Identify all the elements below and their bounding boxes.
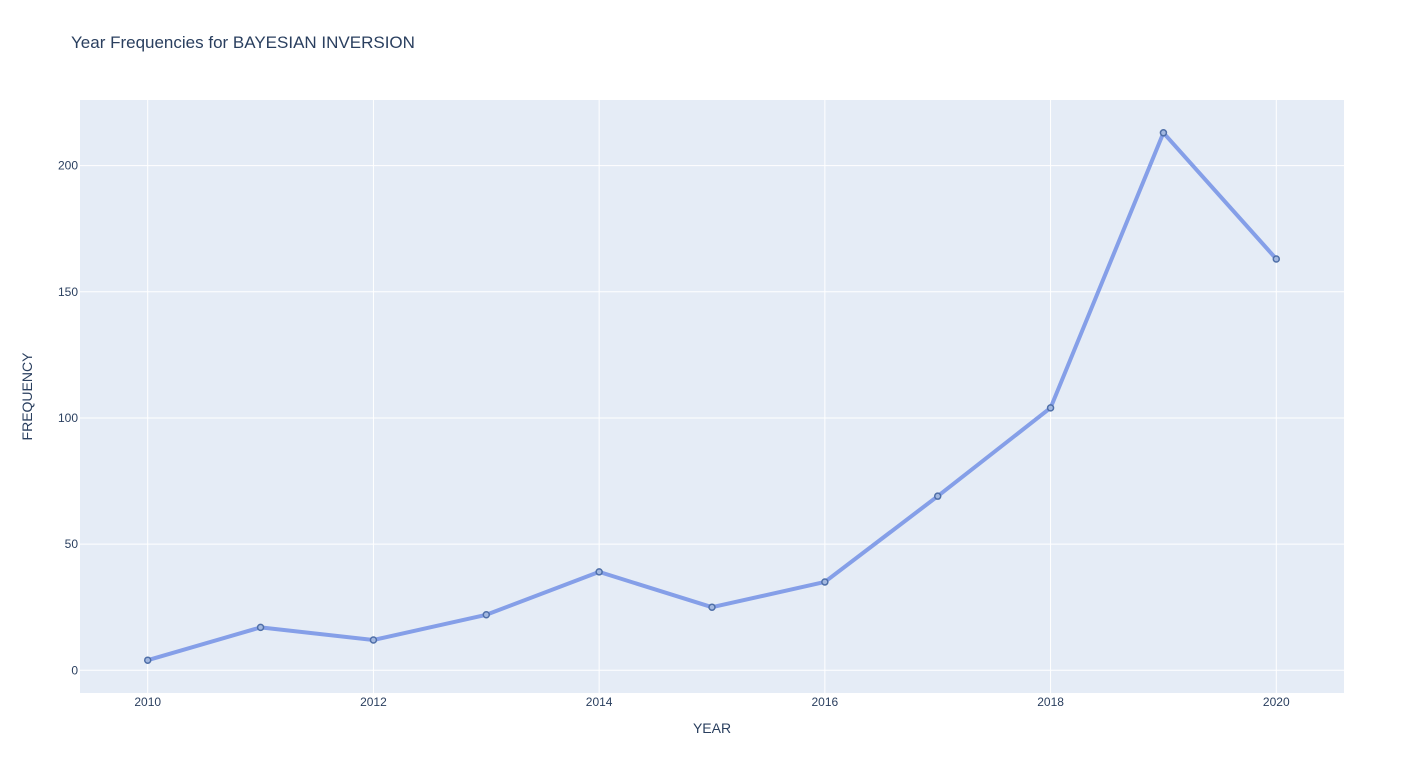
x-tick-label: 2010 [134,695,161,709]
y-tick-label: 100 [58,411,78,425]
data-point [143,656,152,664]
data-point [482,611,491,619]
x-tick-label: 2012 [360,695,387,709]
y-tick-label: 0 [71,663,78,677]
data-point [256,623,265,632]
x-tick-label: 2016 [812,695,839,709]
chart-title: Year Frequencies for BAYESIAN INVERSION [71,33,415,52]
data-point [1159,129,1168,137]
y-tick-label: 200 [58,159,78,173]
data-point [595,568,603,576]
x-tick-label: 2014 [586,695,613,709]
data-point [369,636,378,644]
data-point [1272,255,1281,263]
y-tick-label: 50 [65,537,79,551]
x-tick-label: 2020 [1263,695,1290,709]
x-axis-title: YEAR [693,720,731,736]
x-axis-ticks: 2010 2012 2014 2016 2018 2020 [134,695,1290,709]
y-axis-title: FREQUENCY [19,352,35,441]
grid-lines [80,100,1344,693]
series-layer [143,129,1281,664]
y-tick-label: 150 [58,285,78,299]
data-point [708,603,716,611]
x-tick-label: 2018 [1037,695,1064,709]
data-point [933,492,942,500]
data-point [821,578,829,586]
y-axis-ticks: 0 50 100 150 200 [58,159,78,678]
data-point [1046,404,1055,412]
plot-area [80,100,1344,693]
